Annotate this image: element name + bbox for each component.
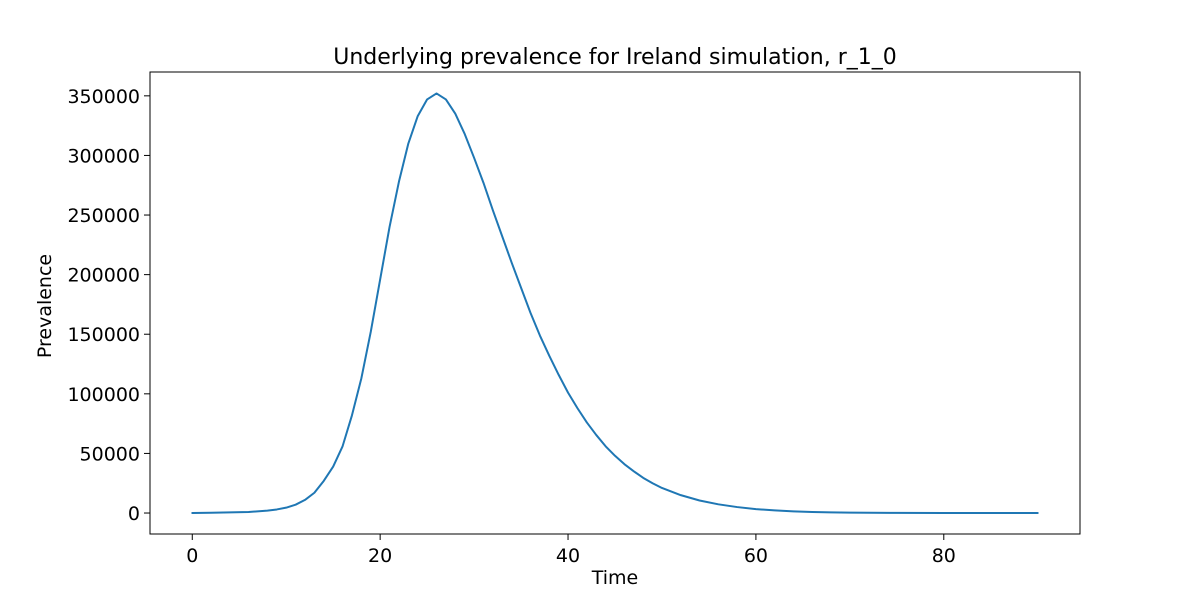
y-tick-label: 250000 [67, 205, 140, 227]
x-tick-label: 20 [368, 545, 392, 567]
y-tick-label: 50000 [80, 443, 140, 465]
x-tick-label: 40 [556, 545, 580, 567]
x-axis-label: Time [591, 567, 639, 589]
y-axis: 0 50000 100000 150000 200000 250000 300000 3500… [67, 86, 150, 525]
x-tick-label: 80 [932, 545, 956, 567]
x-tick-label: 0 [186, 545, 198, 567]
y-tick-label: 350000 [67, 86, 140, 108]
y-tick-label: 100000 [67, 384, 140, 406]
prevalence-line [191, 92, 1039, 515]
y-tick-label: 0 [128, 503, 140, 525]
x-tick-label: 60 [744, 545, 768, 567]
y-tick-label: 150000 [67, 324, 140, 346]
y-tick-label: 200000 [67, 265, 140, 287]
x-axis: 0 20 40 60 80 [186, 534, 956, 567]
y-axis-label: Prevalence [34, 254, 56, 358]
plot-area-frame [149, 71, 1081, 535]
chart-title: Underlying prevalence for Ireland simula… [333, 45, 897, 70]
y-tick-label: 300000 [67, 145, 140, 167]
